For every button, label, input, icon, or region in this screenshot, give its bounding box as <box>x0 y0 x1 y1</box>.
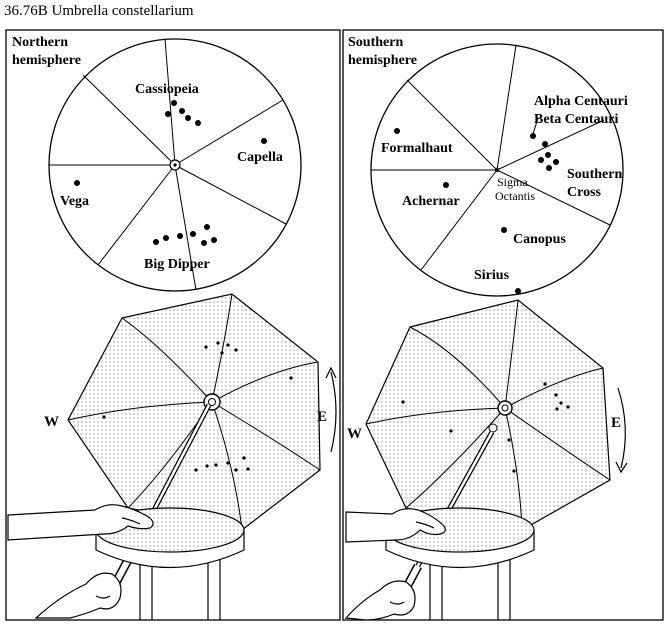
big-dipper-label: Big Dipper <box>144 257 210 272</box>
canopus-star <box>501 227 507 233</box>
south-heading-line1: Southern <box>348 35 403 50</box>
north-star-disk: Cassiopeia Capella Vega Big Dipper <box>48 38 302 292</box>
sirius-label: Sirius <box>474 268 510 283</box>
south-east-label: E <box>611 415 621 431</box>
south-pole-marker <box>494 167 500 173</box>
south-west-label: W <box>347 426 362 442</box>
north-heading-line2: hemisphere <box>12 53 81 68</box>
south-lower-hand <box>344 580 416 621</box>
cassiopeia-stars <box>165 100 201 126</box>
north-lower-hand <box>34 572 122 619</box>
cassiopeia-label: Cassiopeia <box>135 82 199 97</box>
vega-star <box>74 180 80 186</box>
capella-star <box>261 138 267 144</box>
north-umbrella <box>67 293 321 593</box>
north-upper-hand <box>7 504 154 541</box>
sigma-octantis-label-line2: Octantis <box>495 189 535 203</box>
formalhaut-star <box>394 128 400 134</box>
south-panel: Southern hemisphere <box>342 29 664 621</box>
beta-centauri-label: Beta Centauri <box>534 112 618 127</box>
beta-centauri-star <box>542 141 548 147</box>
south-rotation-arrow <box>615 387 628 474</box>
achernar-star <box>443 182 449 188</box>
south-panel-frame <box>342 29 664 621</box>
southern-cross-stars <box>538 152 559 171</box>
sirius-star <box>515 288 521 294</box>
formalhaut-label: Formalhaut <box>381 141 453 156</box>
south-umbrella <box>365 299 611 599</box>
big-dipper-stars <box>153 224 217 246</box>
south-heading-line2: hemisphere <box>348 53 417 68</box>
north-rotation-arrow <box>325 366 337 453</box>
capella-label: Capella <box>237 150 283 165</box>
south-upper-hand <box>345 508 446 543</box>
south-star-disk: Alpha Centauri Beta Centauri Formalhaut … <box>370 43 628 297</box>
southern-cross-label-line2: Cross <box>567 185 602 200</box>
canopus-label: Canopus <box>513 232 566 247</box>
north-panel-frame <box>5 29 341 621</box>
north-east-label: E <box>317 409 327 425</box>
figure-title: 36.76B Umbrella constellarium <box>4 3 194 19</box>
alpha-centauri-label: Alpha Centauri <box>534 94 628 109</box>
north-west-label: W <box>44 414 59 430</box>
sigma-octantis-label-line1: Sigma <box>497 175 528 189</box>
vega-label: Vega <box>60 194 89 209</box>
alpha-centauri-star <box>530 133 536 139</box>
southern-cross-label-line1: Southern <box>567 167 622 182</box>
north-panel: Northern hemisphere Ca <box>5 29 341 621</box>
north-heading-line1: Northern <box>12 35 68 50</box>
achernar-label: Achernar <box>402 194 460 209</box>
